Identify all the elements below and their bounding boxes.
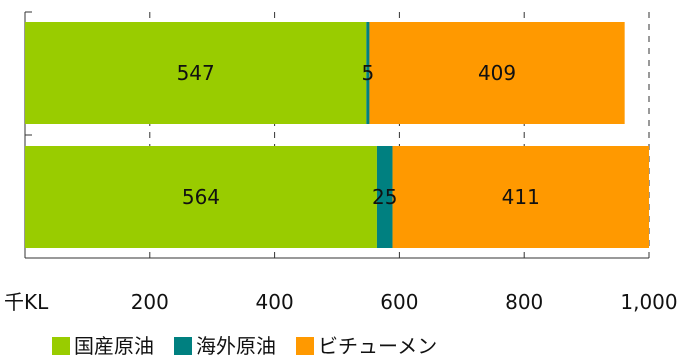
data-label: 564 <box>182 185 220 209</box>
bar-segment <box>376 146 393 248</box>
legend-label-domestic-crude: 国産原油 <box>74 334 154 358</box>
x-tick-label: 1,000 <box>620 290 677 314</box>
legend-swatch-bitumen <box>296 337 314 355</box>
legend-item: ビチューメン <box>296 335 437 357</box>
legend-swatch-overseas-crude <box>174 337 192 355</box>
data-label: 411 <box>502 185 540 209</box>
legend-item: 海外原油 <box>174 335 276 357</box>
x-tick-label: 800 <box>505 290 543 314</box>
bar-segment <box>369 22 625 124</box>
bar-labels: 547 5 409 564 25 411 <box>177 61 540 209</box>
data-label: 25 <box>372 185 397 209</box>
bars <box>25 22 649 248</box>
legend: 国産原油 海外原油 ビチューメン <box>52 334 457 358</box>
x-axis-tick-labels: 200 400 600 800 1,000 <box>131 290 678 314</box>
bar-segment <box>392 146 649 248</box>
legend-label-overseas-crude: 海外原油 <box>196 334 276 358</box>
bar-segment <box>25 22 367 124</box>
x-tick-label: 400 <box>256 290 294 314</box>
bar-segment <box>25 146 377 248</box>
data-label: 547 <box>177 61 215 85</box>
legend-swatch-domestic-crude <box>52 337 70 355</box>
x-tick-label: 600 <box>380 290 418 314</box>
legend-item: 国産原油 <box>52 335 154 357</box>
data-label: 5 <box>362 61 375 85</box>
x-tick-label: 200 <box>131 290 169 314</box>
legend-label-bitumen: ビチューメン <box>318 334 438 358</box>
x-axis-unit-label: 千KL <box>4 290 49 314</box>
bar-segment <box>366 22 370 124</box>
data-label: 409 <box>478 61 516 85</box>
